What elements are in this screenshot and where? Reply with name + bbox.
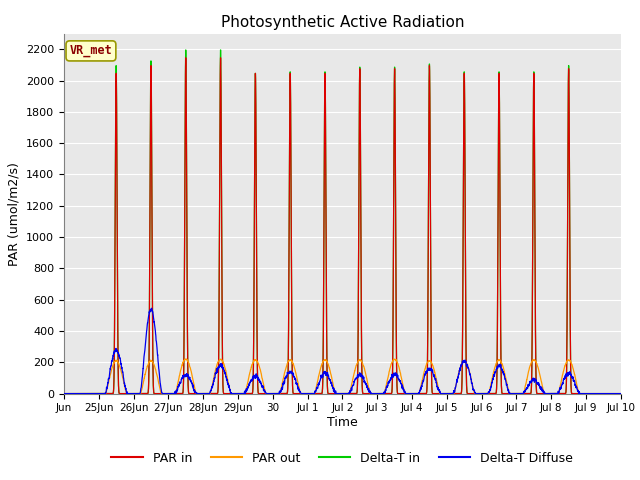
- Legend: PAR in, PAR out, Delta-T in, Delta-T Diffuse: PAR in, PAR out, Delta-T in, Delta-T Dif…: [106, 447, 579, 469]
- X-axis label: Time: Time: [327, 416, 358, 429]
- Title: Photosynthetic Active Radiation: Photosynthetic Active Radiation: [221, 15, 464, 30]
- Y-axis label: PAR (umol/m2/s): PAR (umol/m2/s): [8, 162, 20, 265]
- Text: VR_met: VR_met: [70, 44, 112, 58]
